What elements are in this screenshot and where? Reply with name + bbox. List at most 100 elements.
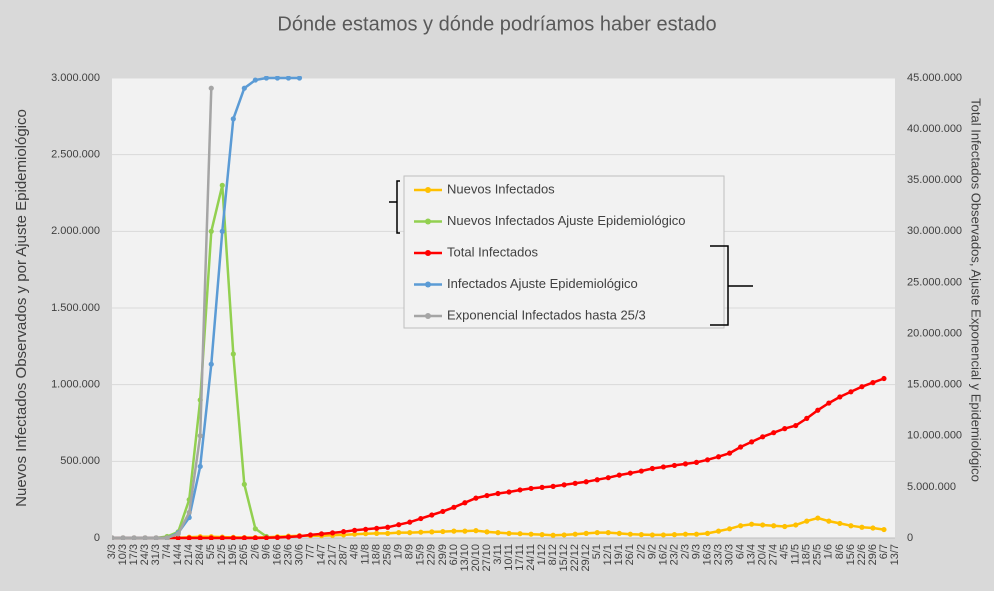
y2-tick-label: 5.000.000 [907, 481, 956, 493]
x-tick-label: 28/7 [337, 544, 349, 565]
series-line [112, 88, 213, 540]
x-tick-label: 27/10 [481, 544, 493, 572]
x-tick-label: 1/6 [823, 544, 835, 559]
point [318, 531, 325, 537]
x-tick-label: 30/6 [293, 544, 305, 565]
y2-tick-label: 30.000.000 [907, 225, 962, 237]
x-tick-label: 14/4 [172, 544, 184, 565]
y-axis-label: Nuevos Infectados Observados y por Ajust… [13, 109, 30, 507]
x-tick-label: 13/4 [746, 544, 758, 565]
legend-box [403, 175, 725, 329]
y-tick-label: 3.000.000 [51, 72, 100, 84]
point [230, 535, 236, 540]
point [506, 489, 512, 495]
point [208, 228, 214, 234]
x-tick-label: 5/5 [205, 544, 217, 559]
x-tick-label: 25/8 [382, 544, 394, 565]
point [881, 375, 887, 382]
x-tick-label: 9/3 [690, 544, 702, 559]
x-tick-label: 10/3 [117, 544, 129, 565]
x-tick-label: 15/6 [845, 544, 857, 565]
x-tick-label: 31/3 [150, 544, 162, 565]
x-tick-label: 4/5 [779, 544, 791, 559]
x-tick-label: 6/4 [735, 544, 747, 559]
y-tick-label: 2.000.000 [51, 225, 100, 237]
point [385, 524, 391, 530]
point [164, 535, 170, 540]
y-tick-label: 1.000.000 [51, 379, 100, 391]
legend-label: Nuevos Infectados Ajuste Epidemiológico [447, 213, 685, 228]
point [230, 116, 236, 122]
point [451, 528, 457, 534]
series-group [112, 375, 887, 540]
x-tick-label: 11/5 [790, 544, 802, 565]
x-tick-label: 22/9 [426, 544, 438, 565]
point [572, 480, 578, 486]
point [219, 535, 225, 540]
point [429, 529, 435, 535]
x-tick-label: 7/7 [304, 544, 316, 559]
x-tick-label: 20/10 [470, 544, 482, 572]
point [859, 384, 865, 390]
x-tick-label: 16/3 [701, 544, 713, 565]
point [352, 527, 358, 533]
point [793, 422, 799, 429]
point [296, 533, 303, 539]
point [660, 532, 667, 538]
x-tick-label: 15/12 [558, 544, 570, 572]
point [738, 444, 744, 450]
x-tick-label: 15/9 [415, 544, 427, 565]
x-tick-label: 21/4 [183, 544, 195, 565]
point [374, 530, 380, 537]
point [252, 77, 258, 83]
point [715, 528, 722, 534]
point [462, 500, 468, 506]
point [649, 465, 655, 472]
legend-label: Infectados Ajuste Epidemiológico [447, 276, 638, 291]
point [506, 530, 512, 537]
point [396, 522, 402, 528]
point [120, 535, 126, 540]
x-tick-label: 20/4 [757, 544, 769, 565]
y2-axis-label: Total Infectados Observados, Ajuste Expo… [969, 98, 984, 482]
point [186, 535, 192, 540]
point [131, 535, 137, 540]
legend-label: Nuevos Infectados [447, 181, 555, 196]
point [693, 459, 700, 465]
point [528, 485, 534, 492]
point [749, 439, 755, 445]
point [804, 415, 810, 421]
point [682, 531, 689, 537]
point [594, 477, 600, 483]
point [815, 407, 821, 413]
point [252, 526, 258, 532]
x-tick-label: 24/11 [525, 544, 537, 571]
x-tick-label: 29/9 [437, 544, 449, 565]
point [517, 531, 523, 537]
point [112, 535, 115, 540]
x-tick-label: 2/6 [249, 544, 261, 559]
y2-tick-label: 20.000.000 [907, 327, 962, 339]
point [848, 523, 854, 529]
x-tick-label: 13/10 [459, 544, 471, 572]
point [550, 532, 556, 538]
point [241, 85, 247, 91]
y2-tick-label: 45.000.000 [907, 72, 962, 84]
point [870, 380, 876, 386]
y-tick-label: 1.500.000 [51, 302, 100, 314]
point [760, 434, 766, 440]
point [517, 487, 523, 493]
point [594, 530, 600, 536]
point [396, 530, 402, 536]
point [175, 531, 181, 537]
x-tick-label: 3/11 [492, 544, 504, 565]
point [749, 521, 755, 527]
point [605, 475, 611, 481]
x-tick-label: 24/3 [139, 544, 151, 565]
x-tick-label: 12/1 [602, 544, 614, 565]
point [704, 530, 711, 537]
point [804, 518, 810, 524]
point [418, 515, 424, 522]
point [153, 535, 159, 540]
